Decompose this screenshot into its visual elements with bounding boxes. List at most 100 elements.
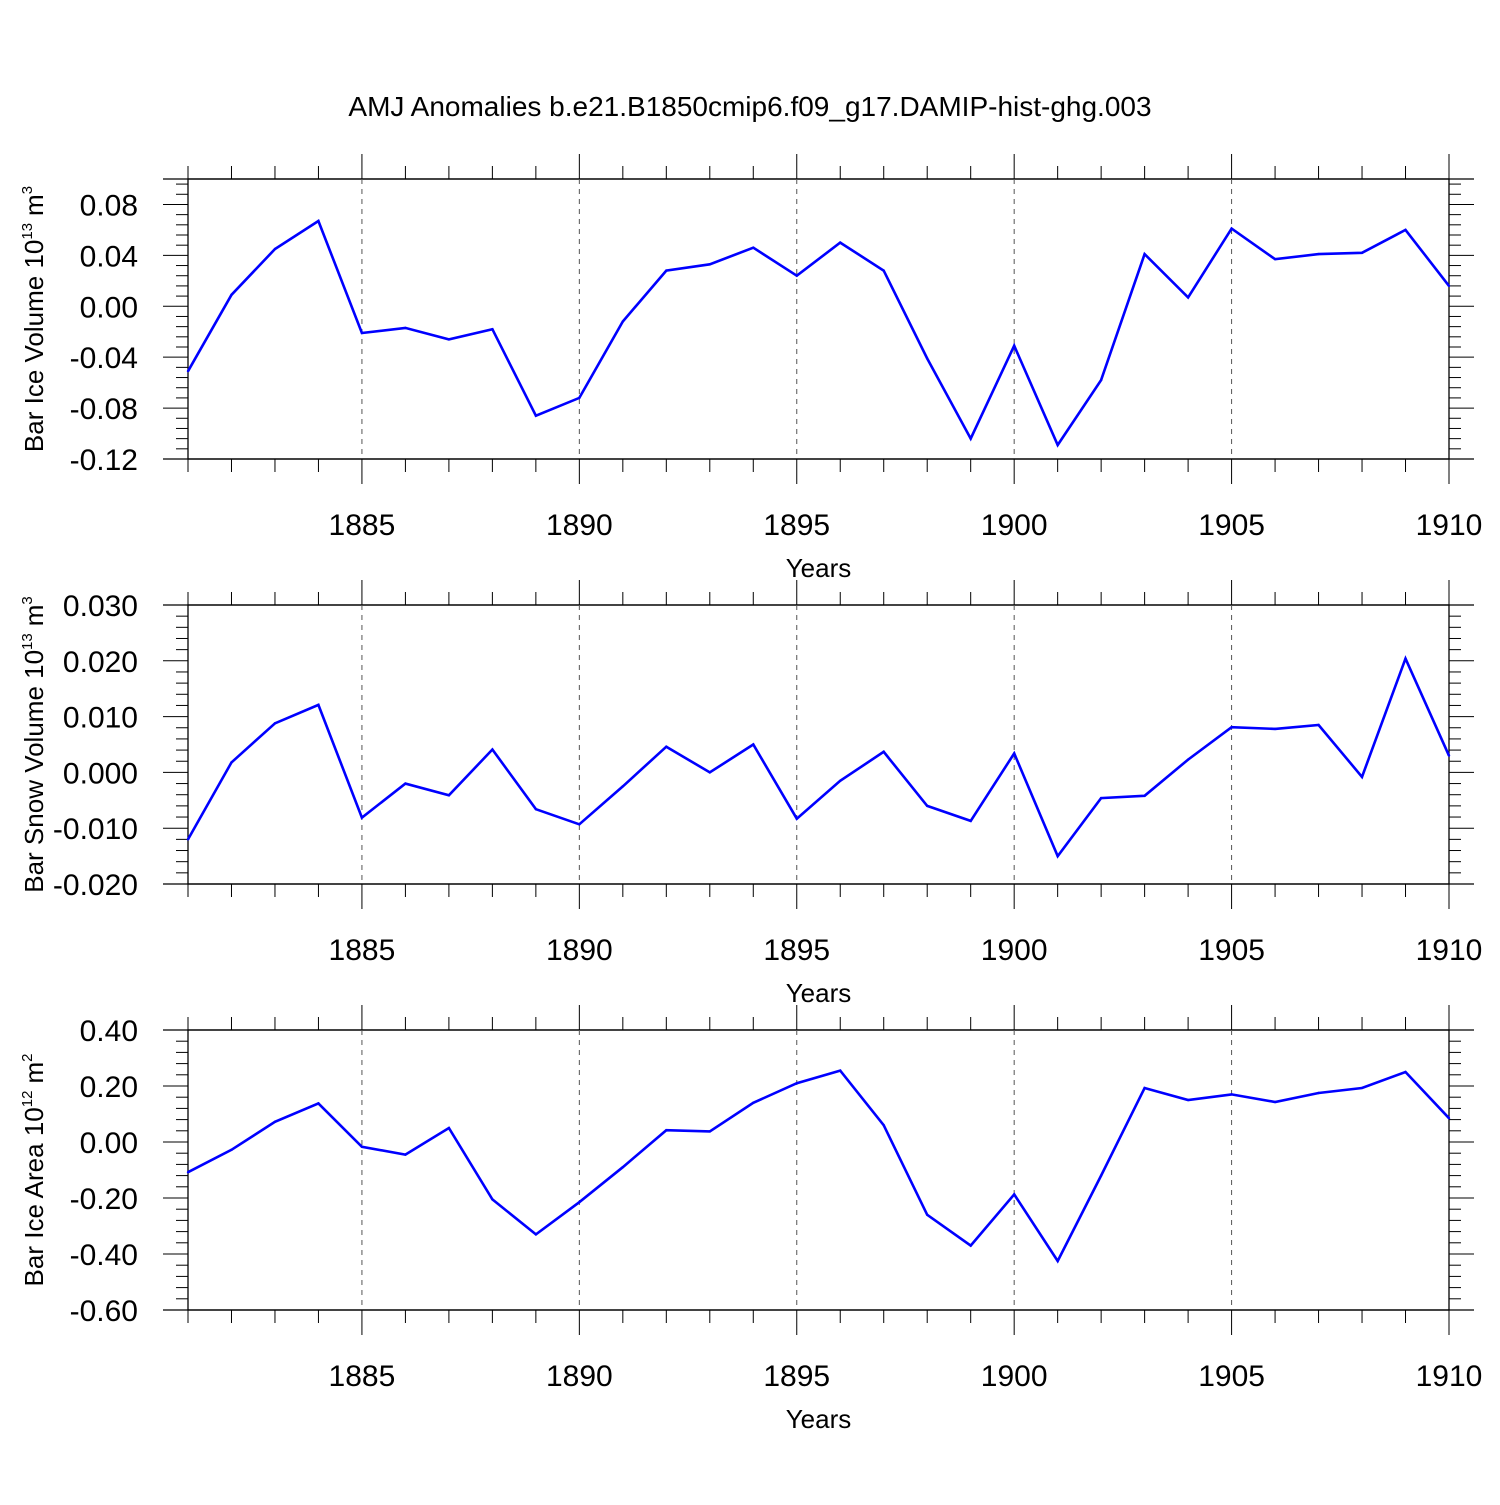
y-axis-label: Bar Ice Volume 1013m3 (19, 186, 49, 452)
data-point (969, 819, 972, 823)
y-tick-label: 0.00 (80, 1127, 138, 1160)
data-point (273, 722, 277, 725)
data-point (317, 703, 320, 707)
y-tick-label: -0.04 (70, 342, 138, 375)
x-tick-label: 1885 (329, 934, 396, 967)
data-point (665, 269, 668, 272)
data-point (491, 748, 494, 751)
data-point (752, 246, 755, 249)
data-point (1447, 754, 1451, 757)
x-tick-label: 1885 (329, 509, 396, 542)
y-tick-label: 0.04 (80, 240, 138, 273)
data-point (404, 782, 407, 785)
data-point (360, 331, 364, 335)
data-point (1273, 727, 1277, 731)
panel-ice-area: 1885 1890 1895 1900 1905 1910 -0.60 -0.40 -0.20 0… (19, 1005, 1482, 1434)
data-point (1056, 854, 1059, 858)
data-point (317, 1102, 320, 1105)
chart-title: AMJ Anomalies b.e21.B1850cmip6.f09_g17.D… (348, 91, 1151, 122)
data-point (317, 219, 320, 223)
data-point (621, 320, 625, 323)
data-point (1230, 1093, 1233, 1096)
data-point (447, 794, 451, 797)
y-tick-label: -0.020 (53, 869, 138, 902)
data-point (795, 274, 798, 277)
data-point (839, 779, 842, 782)
y-tick-label: -0.20 (70, 1183, 138, 1216)
series-line-ice-area (187, 1069, 1450, 1264)
y-axis-label: Bar Snow Volume 1013m3 (19, 596, 49, 893)
y-tick-label: 0.20 (80, 1071, 138, 1104)
y-tick-label: 0.08 (80, 189, 138, 222)
data-point (926, 804, 929, 808)
data-point (1360, 1086, 1364, 1090)
x-tick-label: 1910 (1416, 509, 1483, 542)
x-tick-label: 1895 (763, 934, 830, 967)
y-tick-label: 0.40 (80, 1015, 138, 1048)
y-tick-label: -0.12 (70, 444, 138, 477)
data-point (1404, 228, 1407, 232)
panel-snow-volume: 1885 1890 1895 1900 1905 1910 -0.020 -0.010 0.00… (19, 580, 1482, 1008)
data-point (969, 437, 972, 440)
data-point (273, 1120, 277, 1124)
data-point (273, 247, 277, 251)
data-point (1143, 794, 1146, 798)
plot-frame (187, 1029, 1450, 1311)
data-point (1186, 296, 1190, 299)
y-tick-label: -0.010 (53, 813, 138, 846)
x-axis-label: Years (786, 553, 852, 583)
data-point (1099, 378, 1103, 382)
data-point (404, 326, 407, 330)
data-point (534, 808, 538, 811)
x-tick-label: 1890 (546, 509, 613, 542)
y-tick-label: 0.020 (63, 646, 138, 679)
data-point (621, 1166, 625, 1169)
data-point (186, 838, 190, 841)
data-point (969, 1244, 972, 1247)
data-point (1404, 657, 1407, 660)
plot-frame (187, 604, 1450, 885)
x-axis-label: Years (786, 978, 852, 1008)
series-line-ice-volume (186, 219, 1451, 448)
y-tick-label: -0.08 (70, 393, 138, 426)
data-point (230, 1148, 233, 1152)
x-tick-label: 1900 (981, 1360, 1048, 1393)
data-point (1447, 284, 1451, 288)
x-tick-label: 1900 (981, 934, 1048, 967)
data-point (1230, 726, 1233, 729)
data-point (534, 1233, 538, 1236)
data-point (578, 396, 581, 400)
y-tick-label: -0.60 (70, 1295, 138, 1328)
data-point (1012, 1193, 1016, 1196)
panel-ice-volume: 1885 1890 1895 1900 1905 1910 -0.12 -0.08 -0.04 0… (19, 154, 1482, 583)
data-point (1404, 1070, 1407, 1074)
x-tick-label: 1905 (1198, 934, 1265, 967)
data-point (1317, 723, 1320, 727)
x-tick-label: 1890 (546, 934, 613, 967)
data-point (578, 1201, 581, 1204)
series-line-snow-volume (186, 655, 1451, 859)
data-point (1099, 796, 1103, 800)
data-point (708, 263, 711, 266)
data-point (1317, 252, 1320, 256)
data-point (708, 1130, 711, 1133)
x-tick-label: 1895 (763, 1360, 830, 1393)
data-point (186, 1171, 190, 1174)
data-point (1143, 252, 1146, 256)
data-point (1273, 257, 1277, 261)
data-point (1056, 1259, 1059, 1263)
data-point (752, 1101, 755, 1105)
y-tick-label: 0.00 (80, 291, 138, 324)
x-tick-label: 1905 (1198, 1360, 1265, 1393)
data-point (795, 817, 798, 820)
data-point (1012, 752, 1016, 755)
data-point (1447, 1117, 1451, 1120)
data-point (1186, 1098, 1190, 1102)
data-point (230, 761, 233, 764)
data-point (665, 1129, 668, 1132)
plot-frame (187, 178, 1450, 460)
x-tick-label: 1900 (981, 509, 1048, 542)
data-point (404, 1153, 407, 1156)
data-point (752, 743, 755, 746)
data-point (1056, 443, 1059, 447)
